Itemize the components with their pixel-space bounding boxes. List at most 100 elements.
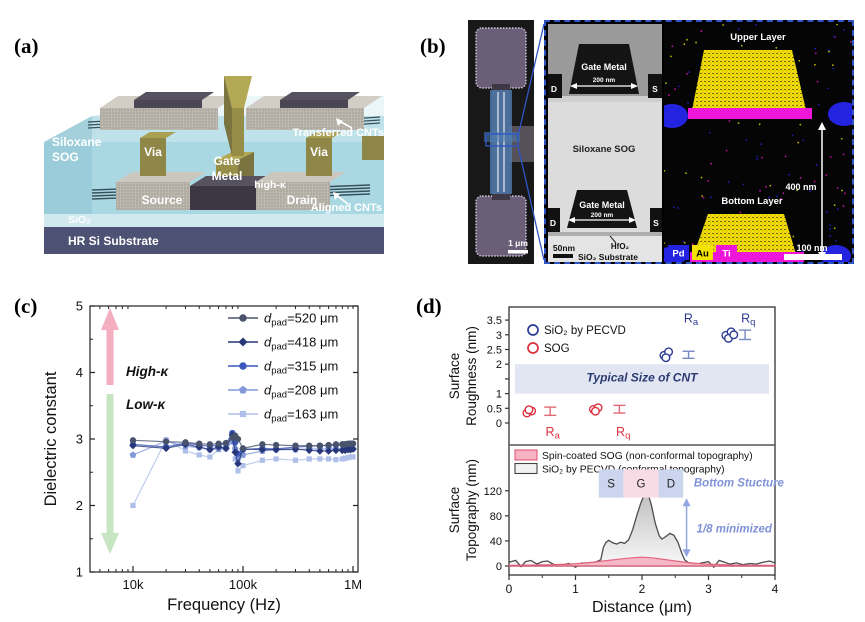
svg-text:2: 2 [639,582,646,596]
svg-text:Au: Au [696,249,709,260]
sem-zoom-region-box [485,133,519,147]
svg-text:Gate Metal: Gate Metal [579,200,625,210]
svg-text:200 nm: 200 nm [593,77,616,84]
svg-text:S: S [652,84,658,94]
svg-text:400 nm: 400 nm [785,182,816,192]
roughness-group: Rq [721,312,755,343]
svg-text:2: 2 [76,498,83,513]
svg-text:4: 4 [76,365,83,380]
svg-text:2: 2 [496,359,502,371]
svg-text:3: 3 [76,432,83,447]
svg-text:Ti: Ti [722,249,730,260]
svg-text:Via: Via [310,145,328,159]
svg-text:Dielectric constant: Dielectric constant [42,371,60,506]
svg-text:Transferred CNTs: Transferred CNTs [293,127,385,139]
panel-c-dielectric-chart: 1 2 3 4 5 10k 100k 1M Frequency (Hz) Dielectric c… [42,299,362,615]
dielectric-legend: dpad=520 μm dpad=418 μm dpad=315 μm dpad=20… [228,311,338,425]
svg-text:Topography (nm): Topography (nm) [464,459,479,561]
svg-text:2.5: 2.5 [487,345,502,357]
svg-text:100k: 100k [229,577,258,592]
svg-text:Surface: Surface [447,487,462,534]
panel-b-microscopy: 1 μm Gate Metal 200 nm D S Siloxane SOG Gate … [468,20,860,266]
dielectric-axes: 1 2 3 4 5 10k 100k 1M Frequency (Hz) Dielectric c… [42,299,362,615]
svg-text:Upper Layer: Upper Layer [730,32,786,43]
svg-text:SOG: SOG [544,343,570,355]
svg-text:Pd: Pd [672,249,684,260]
svg-text:dpad=520 μm: dpad=520 μm [264,311,338,329]
svg-text:Source: Source [142,193,183,207]
svg-text:dpad=163 μm: dpad=163 μm [264,407,338,425]
kappa-annotations: High-κ Low-κ [101,308,169,554]
series-520 [129,432,357,452]
svg-text:HfO₂: HfO₂ [611,242,630,251]
svg-text:Ra: Ra [546,425,561,442]
svg-text:S: S [607,479,615,491]
svg-text:SiO₂ Substrate: SiO₂ Substrate [578,252,638,262]
svg-text:Gate Metal: Gate Metal [581,62,627,72]
svg-text:D: D [667,479,675,491]
svg-text:0: 0 [496,418,502,430]
svg-text:1 μm: 1 μm [508,238,528,248]
svg-text:D: D [551,84,557,94]
svg-text:G: G [637,479,646,491]
svg-text:Surface: Surface [447,353,462,400]
svg-text:Via: Via [144,145,162,159]
svg-text:dpad=315 μm: dpad=315 μm [264,359,338,377]
svg-text:100 nm: 100 nm [796,243,827,253]
svg-text:high-κ: high-κ [254,179,286,191]
svg-text:Metal: Metal [212,169,243,183]
svg-text:High-κ: High-κ [126,364,169,379]
svg-text:D: D [550,218,556,228]
svg-text:Gate: Gate [214,154,241,168]
svg-text:Rq: Rq [741,312,755,329]
tem-cross-section-image: Gate Metal 200 nm D S Siloxane SOG Gate Metal… [548,24,662,262]
svg-text:120: 120 [484,486,502,498]
svg-text:3: 3 [496,330,502,342]
svg-text:3.5: 3.5 [487,315,502,327]
svg-text:dpad=418 μm: dpad=418 μm [264,335,338,353]
sem-pad [475,27,527,89]
eds-element-legend: Pd Au Ti [668,245,737,260]
svg-text:Aligned CNTs: Aligned CNTs [311,202,382,214]
svg-text:4: 4 [772,582,779,596]
svg-text:200 nm: 200 nm [591,212,614,219]
panel-c-label: (c) [14,294,38,318]
panel-a-label: (a) [14,34,39,58]
svg-text:Typical Size of CNT: Typical Size of CNT [587,370,700,384]
dielectric-series [129,429,357,509]
svg-text:Spin-coated SOG (non-conformal: Spin-coated SOG (non-conformal topograph… [542,451,753,462]
svg-text:HR Si Substrate: HR Si Substrate [68,234,159,248]
svg-text:SOG: SOG [52,150,79,164]
svg-text:SiO₂: SiO₂ [68,214,91,226]
svg-text:Distance (μm): Distance (μm) [592,599,692,616]
svg-text:Siloxane: Siloxane [52,135,102,149]
zoom-callout-dashed-box: Gate Metal 200 nm D S Siloxane SOG Gate Metal… [544,20,854,264]
svg-text:Low-κ: Low-κ [126,397,166,412]
svg-text:1: 1 [496,389,502,401]
svg-text:Frequency (Hz): Frequency (Hz) [167,596,281,614]
svg-text:0: 0 [496,561,502,573]
panel-d-label: (d) [416,294,442,318]
svg-text:Drain: Drain [287,193,318,207]
svg-text:3: 3 [705,582,712,596]
svg-text:80: 80 [490,511,502,523]
roughness-group: Ra [522,405,561,442]
svg-text:SiO₂ by PECVD: SiO₂ by PECVD [544,325,626,337]
svg-text:5: 5 [76,299,83,314]
svg-text:Roughness (nm): Roughness (nm) [464,326,479,426]
sog-curve [508,556,776,567]
svg-text:S: S [653,218,659,228]
svg-text:Ra: Ra [684,312,699,329]
device-3d-render [44,76,384,254]
svg-text:1: 1 [76,565,83,580]
roughness-group: Ra [659,312,699,363]
sem-top-view-image: 1 μm [468,20,534,264]
roughness-group: Rq [588,403,630,441]
